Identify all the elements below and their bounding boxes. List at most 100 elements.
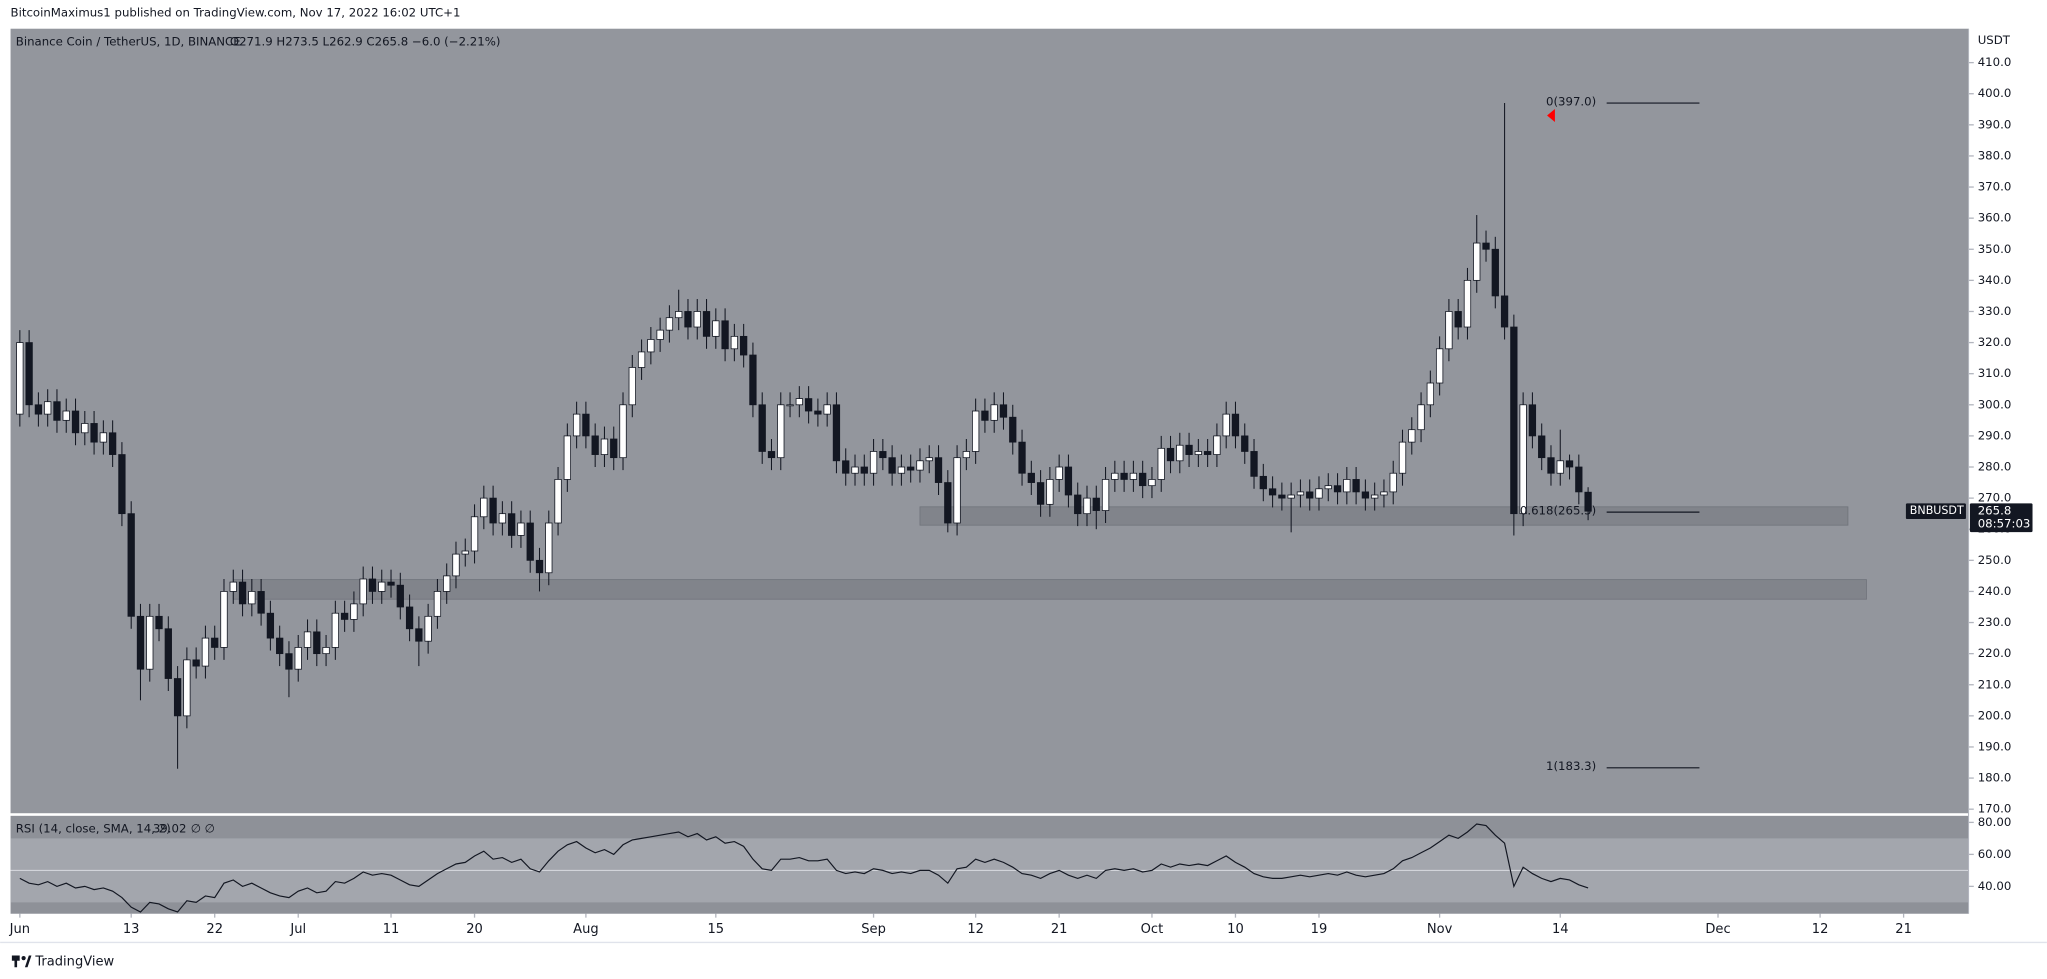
candle-body [1241,435,1249,452]
rsi-axis-bg [1968,815,2047,914]
x-tick-label: Nov [1427,922,1453,937]
y-tick-label: 360.0 [1978,211,2012,225]
y-tick-label: 330.0 [1978,304,2012,318]
candle-body [99,432,107,443]
symbol-tag [1905,503,1966,520]
candle-body [498,513,507,524]
candle-body [767,451,776,459]
candle-body [1036,482,1045,505]
candle-body [860,466,868,474]
candle-body [972,410,980,452]
last-price: 265.8 [1978,504,2012,518]
candle-body [396,584,404,608]
x-tick-label: Aug [573,922,598,937]
candle-body [183,659,191,717]
candle-body [368,578,377,592]
y-tick-label: 170.0 [1978,802,2012,816]
y-tick-label: 270.0 [1978,491,2012,505]
candle-body [730,335,739,350]
candle-body [173,678,182,717]
candle-body [1510,326,1518,515]
candle-body [127,513,135,617]
candle-body [71,410,80,434]
candle-body [1046,479,1054,505]
candle-body [1083,497,1091,515]
candle-body [554,479,562,524]
rsi-line [19,823,1589,913]
candle-body [721,320,729,350]
plot: 0(397.0) 0.618(265.5) 1(183.3) Binance Coin… [9,28,2047,937]
y-tick-label: 300.0 [1978,397,2012,411]
candle-body [433,591,442,617]
y-tick-label: 390.0 [1978,117,2012,131]
candle-body [1584,491,1592,512]
candle-body [628,367,636,406]
candle-body [1454,311,1462,328]
candle-body [285,653,293,670]
candle-body [804,398,813,412]
fib-label: 0(397.0) [1546,94,1596,108]
candle-body [1435,348,1444,384]
candle-body [1500,295,1509,328]
x-tick-label: 22 [206,922,223,937]
candle-body [758,404,766,452]
candle-body [1074,494,1082,515]
candle-body [1139,472,1147,487]
candle-body [582,413,590,437]
candle-body [1092,497,1100,511]
candle-body [1166,447,1175,462]
candle-body [981,410,989,421]
fib-label: 0.618(265.5) [1520,503,1596,517]
bar-countdown: 08:57:03 [1978,517,2031,531]
candle-body [944,482,952,524]
candle-body [563,435,571,480]
candle-body [610,438,618,459]
rsi-extra: ∅ ∅ [191,821,215,835]
candle-body [591,435,599,455]
candle-body [1324,485,1332,490]
candle-body [907,466,915,471]
candle-body [53,401,61,421]
candle-body [452,553,460,577]
x-tick-label: 12 [1812,922,1829,937]
candle-body [925,457,933,462]
candle-body [1547,457,1555,474]
candle-body [990,404,998,421]
candle-body [508,513,516,536]
candle-body [1361,491,1370,499]
candle-body [647,339,655,353]
candle-body [1027,472,1035,483]
candle-body [1389,472,1397,493]
candle-body [777,404,785,459]
candle-body [693,311,701,328]
candle-body [888,457,896,474]
candle-body [1278,494,1286,499]
candle-body [118,454,126,515]
x-tick-label: 15 [708,922,725,937]
candle-body [1333,485,1342,493]
candle-body [786,404,794,407]
candle-body [192,659,200,667]
support-zone [232,579,1867,600]
x-tick-label: 11 [383,922,400,937]
candle-body [897,466,906,474]
y-tick-label: 60.00 [1978,847,2012,861]
candle-body [712,320,720,337]
candle-body [164,628,172,679]
candle-body [62,410,70,421]
candle-body [1148,479,1156,487]
candle-body [842,460,850,474]
candle-body [600,438,609,455]
candle-body [1315,488,1323,499]
candle-body [1287,494,1295,499]
y-tick-label: 380.0 [1978,148,2012,162]
rsi-value: 39.02 [153,821,187,835]
candle-body [387,581,395,586]
x-tick-label: Oct [1141,922,1164,937]
x-tick-label: Jun [9,922,30,937]
candle-body [572,413,581,437]
candle-body [322,647,330,655]
candle-body [443,575,451,592]
candle-body [257,591,265,614]
candle-body [248,591,256,605]
